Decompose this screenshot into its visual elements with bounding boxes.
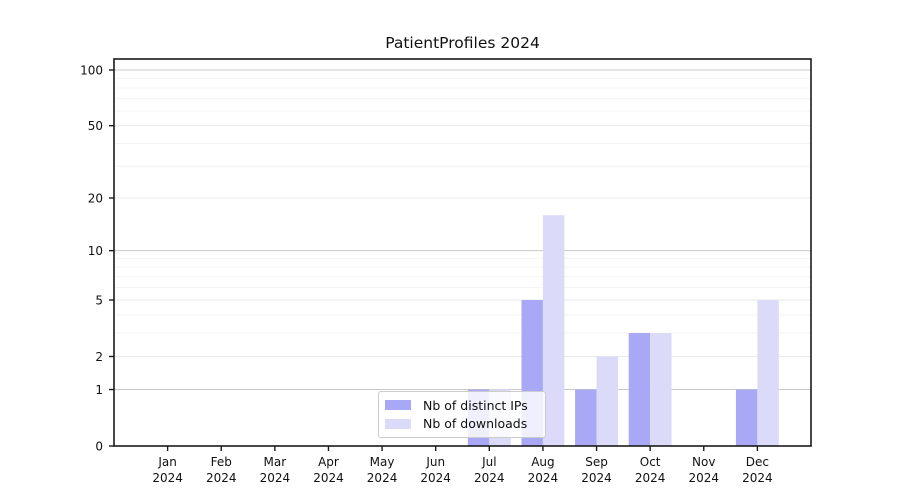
- x-tick-label-month-sep: Sep: [585, 455, 608, 469]
- x-tick-label-year-jul: 2024: [474, 471, 505, 485]
- x-tick-label-month-nov: Nov: [692, 455, 715, 469]
- legend: Nb of distinct IPs Nb of downloads: [378, 391, 546, 438]
- y-tick-label-100: 100: [80, 64, 103, 78]
- y-tick-label-2: 2: [95, 350, 103, 364]
- x-tick-label-month-aug: Aug: [531, 455, 554, 469]
- y-tick-label-0: 0: [95, 440, 103, 454]
- x-tick-label-month-feb: Feb: [211, 455, 232, 469]
- x-tick-label-month-dec: Dec: [746, 455, 769, 469]
- x-tick-label-year-mar: 2024: [260, 471, 291, 485]
- bar-downloads-aug: [542, 215, 565, 446]
- legend-label-downloads: Nb of downloads: [423, 416, 528, 432]
- x-tick-label-month-apr: Apr: [318, 455, 339, 469]
- y-tick-label-10: 10: [88, 244, 103, 258]
- bar-distinct-ips-oct: [628, 333, 651, 446]
- legend-row-downloads: Nb of downloads: [385, 416, 537, 431]
- x-tick-label-month-jul: Jul: [481, 455, 496, 469]
- bar-downloads-sep: [596, 356, 618, 446]
- x-tick-label-year-jun: 2024: [420, 471, 451, 485]
- bar-distinct-ips-sep: [575, 389, 597, 446]
- x-tick-label-month-jan: Jan: [157, 455, 177, 469]
- plot-border: [113, 58, 812, 447]
- x-tick-label-month-may: May: [370, 455, 395, 469]
- x-tick-label-year-nov: 2024: [688, 471, 719, 485]
- bar-distinct-ips-dec: [735, 389, 758, 446]
- y-tick-label-50: 50: [88, 119, 103, 133]
- y-tick-label-20: 20: [88, 191, 103, 205]
- x-tick-label-year-sep: 2024: [581, 471, 612, 485]
- legend-label-distinct-ips: Nb of distinct IPs: [423, 397, 528, 413]
- y-tick-label-1: 1: [95, 383, 103, 397]
- legend-row-distinct-ips: Nb of distinct IPs: [385, 398, 537, 413]
- x-tick-label-year-oct: 2024: [635, 471, 666, 485]
- x-tick-label-year-aug: 2024: [528, 471, 559, 485]
- x-tick-label-year-dec: 2024: [742, 471, 773, 485]
- x-tick-label-year-jan: 2024: [152, 471, 183, 485]
- legend-swatch-downloads: [385, 418, 411, 429]
- bar-downloads-oct: [650, 333, 672, 446]
- y-tick-label-5: 5: [95, 294, 103, 308]
- x-tick-label-year-apr: 2024: [313, 471, 344, 485]
- chart-title: PatientProfiles 2024: [385, 34, 540, 52]
- x-tick-label-month-oct: Oct: [640, 455, 661, 469]
- x-tick-label-month-jun: Jun: [425, 455, 445, 469]
- bar-downloads-dec: [757, 300, 779, 446]
- legend-swatch-distinct-ips: [385, 400, 411, 411]
- x-tick-label-year-feb: 2024: [206, 471, 237, 485]
- x-tick-label-month-mar: Mar: [264, 455, 287, 469]
- x-tick-label-year-may: 2024: [367, 471, 398, 485]
